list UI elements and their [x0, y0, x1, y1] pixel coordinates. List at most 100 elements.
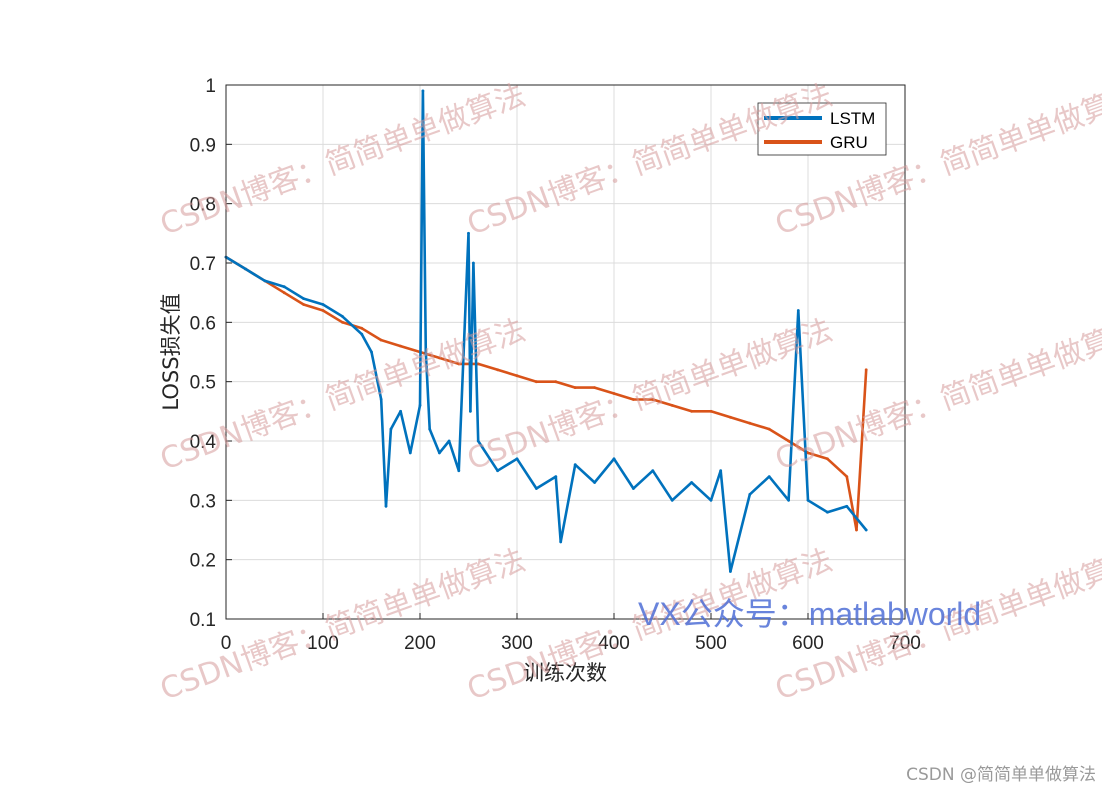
y-tick-label: 0.1 — [190, 610, 216, 631]
y-tick-label: 0.5 — [190, 373, 216, 394]
data-point-lstm — [826, 510, 829, 514]
data-point-lstm — [418, 404, 422, 407]
data-point-lstm — [341, 315, 344, 318]
data-point-lstm — [593, 481, 596, 484]
data-point-gru — [826, 457, 829, 461]
data-point-lstm — [244, 267, 247, 271]
data-point-lstm — [748, 493, 752, 496]
data-point-lstm — [370, 350, 373, 354]
x-tick-label: 0 — [221, 633, 232, 654]
data-point-lstm — [421, 89, 425, 93]
series-line-lstm — [224, 89, 868, 573]
data-point-lstm — [263, 279, 267, 283]
data-point-lstm — [554, 475, 558, 478]
data-point-gru — [302, 303, 305, 306]
data-point-lstm — [612, 457, 616, 461]
data-point-gru — [748, 421, 752, 425]
data-point-lstm — [535, 487, 538, 490]
x-tick-label: 500 — [695, 633, 727, 654]
data-point-lstm — [384, 504, 388, 508]
data-point-gru — [282, 291, 286, 295]
data-point-lstm — [515, 457, 519, 461]
data-point-lstm — [321, 303, 325, 306]
data-point-gru — [321, 309, 325, 312]
data-point-gru — [632, 398, 635, 401]
x-axis-label: 训练次数 — [523, 661, 607, 685]
data-point-gru — [457, 362, 461, 366]
data-point-gru — [476, 362, 480, 366]
y-tick-label: 0.2 — [190, 551, 216, 572]
data-point-gru — [767, 427, 771, 431]
data-point-lstm — [573, 463, 577, 467]
data-point-gru — [612, 392, 616, 395]
data-point-gru — [399, 344, 402, 348]
y-axis: 0.1 0.2 0.3 0.4 0.5 0.6 0.7 0.8 0.9 1 — [190, 76, 232, 631]
data-point-lstm — [806, 498, 810, 502]
data-point-lstm — [864, 528, 868, 532]
y-tick-label: 0.3 — [190, 491, 216, 512]
legend-box — [757, 102, 887, 156]
data-point-lstm — [476, 439, 480, 443]
data-point-gru — [709, 409, 713, 413]
data-point-gru — [573, 386, 577, 389]
x-tick-label: 700 — [889, 633, 921, 654]
x-tick-label: 400 — [598, 633, 630, 654]
data-point-lstm — [719, 469, 723, 473]
data-point-gru — [438, 356, 441, 360]
y-tick-label: 0.6 — [190, 313, 216, 334]
legend-label-gru: GRU — [830, 133, 868, 152]
footer-credit: CSDN @简简单单做算法 — [906, 765, 1096, 785]
data-point-lstm — [472, 261, 475, 265]
data-point-lstm — [428, 427, 432, 431]
data-point-lstm — [632, 487, 635, 490]
data-point-gru — [729, 415, 732, 419]
data-point-lstm — [467, 231, 470, 235]
data-point-gru — [496, 368, 499, 372]
data-point-gru — [651, 398, 655, 401]
data-point-lstm — [729, 570, 732, 573]
data-point-lstm — [690, 481, 693, 484]
data-point-lstm — [424, 350, 428, 354]
y-tick-label: 0.9 — [190, 135, 216, 156]
data-point-lstm — [670, 498, 674, 502]
data-point-gru — [554, 380, 558, 384]
axes-box — [225, 84, 906, 620]
data-point-gru — [593, 386, 596, 389]
data-point-gru — [845, 475, 849, 478]
y-tick-label: 1 — [205, 76, 216, 97]
data-point-gru — [360, 326, 364, 330]
data-point-lstm — [360, 332, 364, 336]
data-point-lstm — [389, 427, 393, 431]
data-point-lstm — [496, 469, 499, 473]
data-point-gru — [341, 320, 344, 324]
series-layer — [224, 89, 868, 573]
data-point-lstm — [457, 469, 461, 473]
y-tick-label: 0.8 — [190, 195, 216, 216]
data-point-lstm — [559, 540, 563, 544]
x-axis: 0 100 200 300 400 500 600 700 — [221, 613, 921, 654]
data-point-gru — [690, 409, 693, 413]
x-tick-label: 100 — [307, 633, 339, 654]
data-point-lstm — [408, 451, 412, 455]
data-point-lstm — [399, 409, 402, 413]
data-point-lstm — [787, 498, 790, 502]
data-point-lstm — [438, 451, 441, 455]
x-tick-label: 200 — [404, 633, 436, 654]
data-point-gru — [806, 451, 810, 455]
data-point-lstm — [796, 309, 800, 312]
legend-label-lstm: LSTM — [830, 109, 875, 128]
y-tick-label: 0.4 — [190, 432, 217, 453]
data-point-gru — [787, 439, 790, 443]
data-point-gru — [515, 374, 519, 378]
data-point-gru — [379, 338, 383, 342]
data-point-gru — [535, 380, 538, 384]
data-point-lstm — [379, 398, 383, 401]
x-tick-label: 300 — [501, 633, 533, 654]
data-point-lstm — [767, 475, 771, 478]
data-point-gru — [855, 528, 858, 532]
data-point-lstm — [447, 439, 451, 443]
legend: LSTM GRU — [757, 102, 887, 156]
vx-watermark: VX公众号：matlabworld — [638, 596, 981, 632]
data-point-lstm — [651, 469, 655, 473]
